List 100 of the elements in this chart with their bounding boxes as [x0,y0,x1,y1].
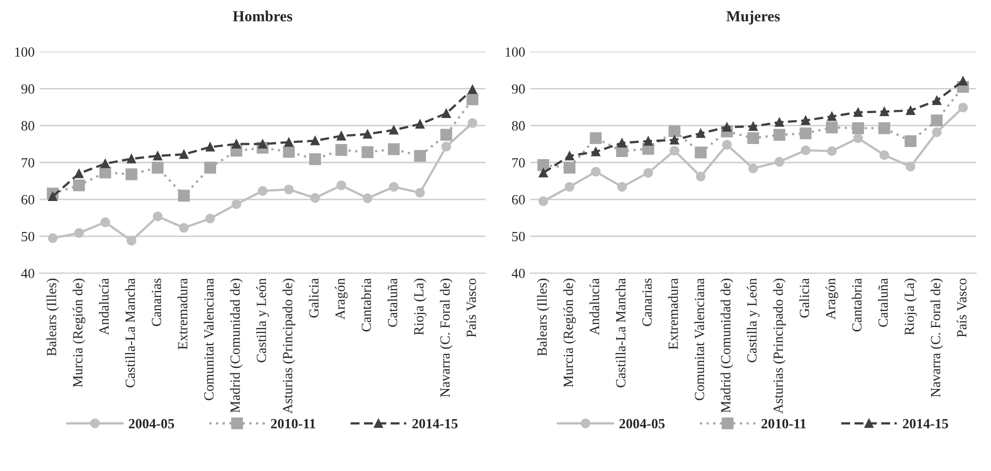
point [537,159,550,171]
x-tick-label: Cantabria [852,278,862,332]
point [48,192,58,201]
point [415,120,425,129]
y-tick-label: 40 [21,268,34,278]
legend-label: 2014-15 [902,418,948,428]
x-tick-label: Cataluña [387,278,398,327]
x-tick-label: Balears (Illes) [537,278,550,356]
point [468,118,478,128]
y-tick-label: 90 [21,84,34,94]
point [152,162,164,174]
point [930,114,943,126]
x-tick-label: Asturias (Principado de) [282,278,296,414]
point [722,140,732,150]
point [565,151,574,160]
x-tick-label: Rioja (La) [414,278,426,336]
y-tick-label: 70 [22,158,34,168]
point [617,182,627,192]
point [153,151,162,160]
x-tick-label: Asturias (Principado de) [773,278,786,414]
point [538,168,548,178]
point [826,122,838,134]
point [232,199,242,210]
y-tick-label: 60 [21,194,34,204]
point [440,128,452,141]
point [747,132,760,144]
y-tick-label: 40 [512,268,525,278]
x-tick-label: Comunitat Valenciana [204,278,214,400]
point [310,136,320,146]
point [126,154,136,164]
point [152,212,163,222]
x-tick-label: País Vasco [466,278,476,338]
point [538,196,548,206]
point [773,128,786,141]
y-tick-label: 80 [512,121,525,131]
point [854,108,863,117]
chart-title: Mujeres [726,10,780,25]
legend-label: 2010-11 [762,418,806,428]
point [644,136,653,146]
point [100,159,110,168]
point [590,166,601,177]
point [442,108,451,118]
point [878,122,890,134]
point [48,233,58,243]
x-tick-label: Cantabria [361,278,372,332]
point [958,76,968,86]
point [670,146,680,156]
point [388,143,400,156]
x-tick-label: Galicia [308,278,319,318]
x-tick-label: Andalucía [98,278,109,335]
point [309,153,321,166]
x-tick-label: Comunitat Valenciana [694,278,704,400]
x-tick-label: Canarias [152,278,162,326]
point [748,122,758,131]
point [336,180,346,190]
point [100,217,110,228]
x-tick-label: Aragón [334,278,348,320]
point [932,96,942,106]
x-tick-label: Murcia (Región de) [563,278,576,388]
x-tick-label: Murcia (Región de) [72,278,86,388]
point [694,146,707,158]
point [590,132,602,144]
point [74,169,84,178]
x-tick-label: Cataluña [878,278,888,327]
point [388,182,399,192]
point [827,112,836,121]
point [591,147,600,156]
x-tick-label: Aragón [826,278,838,320]
y-tick-label: 80 [21,121,34,131]
point [284,138,294,147]
point [204,162,216,174]
point [958,102,968,112]
point [879,150,890,160]
point [389,126,398,135]
point [441,142,452,152]
point [468,84,477,94]
x-tick-label: Extremadura [668,278,678,350]
y-tick-label: 90 [512,84,525,94]
point [99,166,112,178]
point [853,133,863,144]
point [906,106,916,115]
point [800,127,812,140]
point [363,130,372,139]
x-tick-label: Madrid (Comunidad de) [230,278,243,413]
point [774,156,784,167]
y-tick-label: 100 [15,47,34,57]
point [564,182,574,192]
point [178,190,190,202]
point [880,107,889,116]
x-tick-label: Castilla-La Mancha [125,278,135,388]
point [643,168,654,178]
point [205,214,216,224]
point [466,94,478,106]
point [179,150,188,159]
point [362,193,372,204]
point [696,172,706,182]
x-tick-label: Balears (Illes) [46,278,60,356]
x-tick-label: País Vasco [956,278,967,338]
x-tick-label: Andalucía [589,278,600,335]
point [800,145,810,156]
